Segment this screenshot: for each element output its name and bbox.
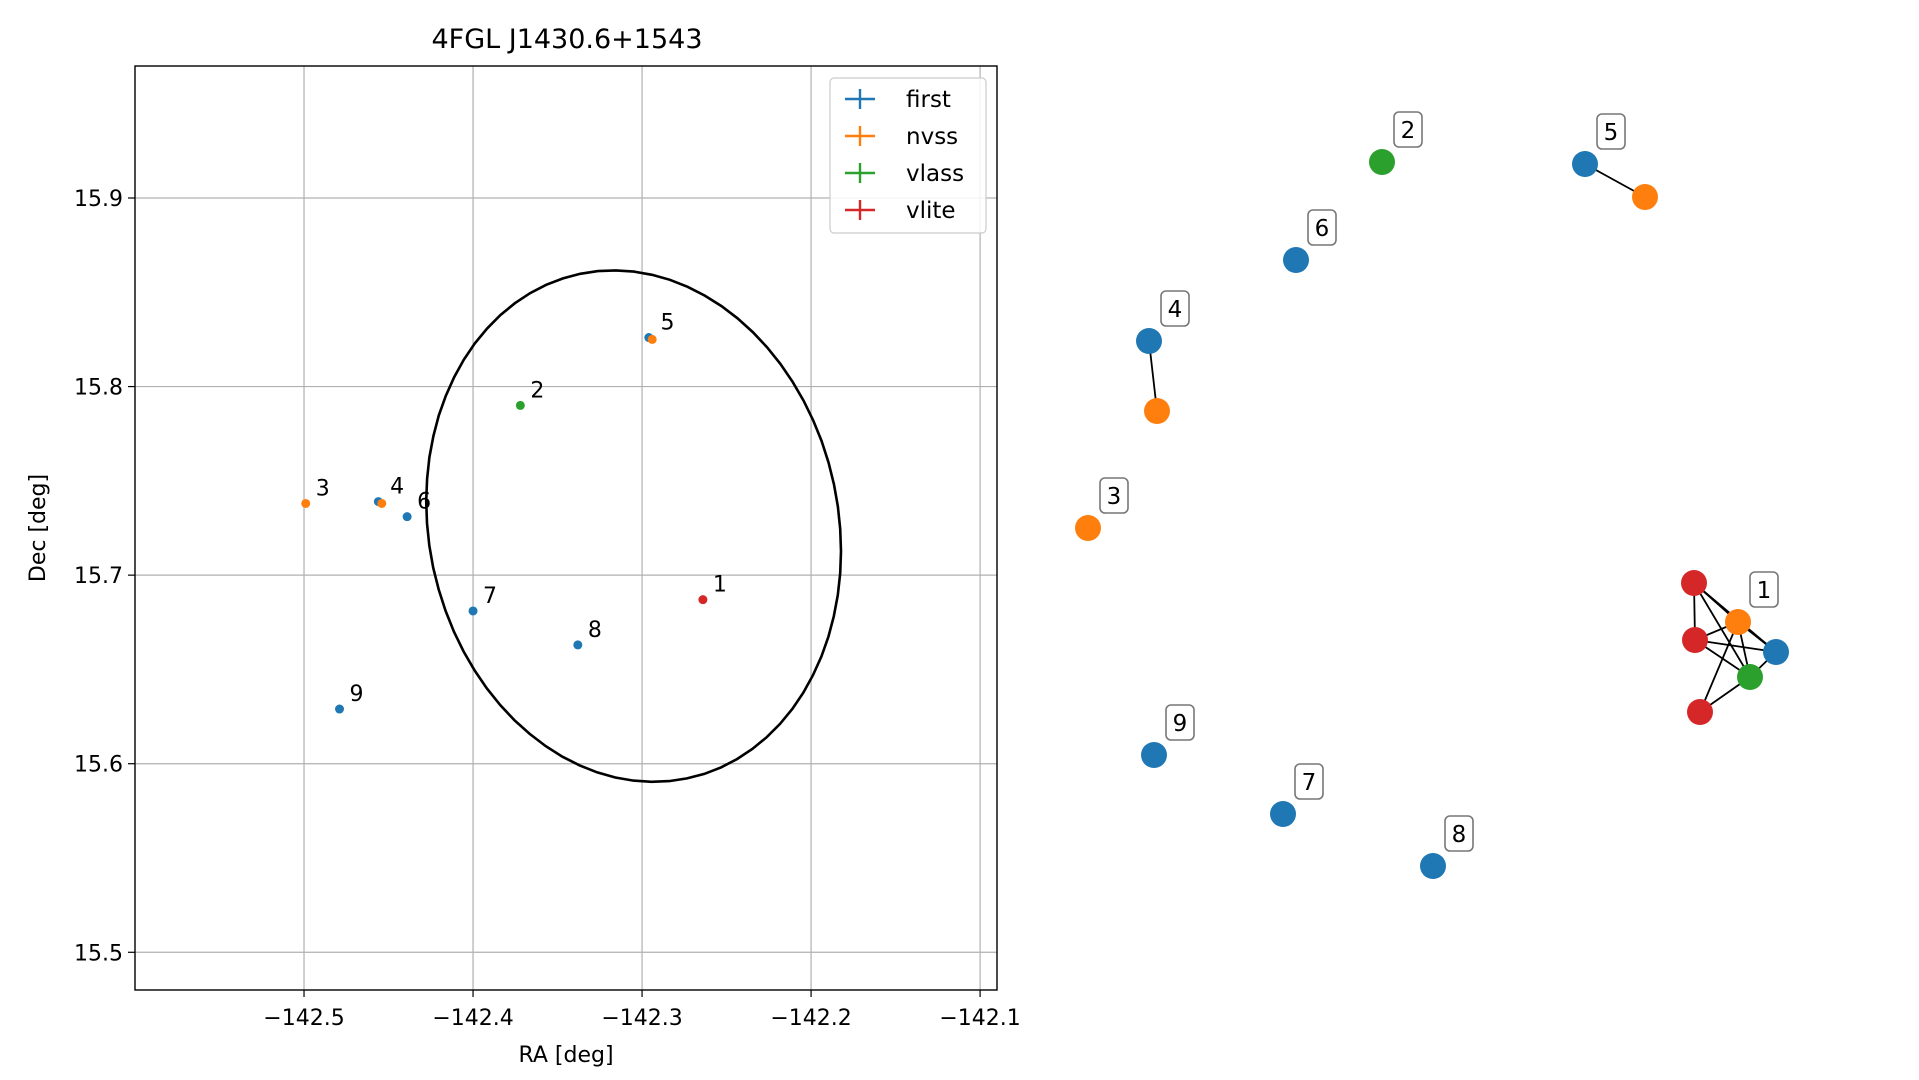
node-label: 2	[1401, 118, 1416, 144]
legend-label: first	[906, 87, 951, 113]
node-label: 6	[1315, 216, 1330, 242]
node-label-box: 6	[1307, 209, 1337, 246]
network-node	[1725, 609, 1751, 635]
network-node	[1632, 184, 1658, 210]
network-node	[1283, 247, 1309, 273]
node-label-frame	[1099, 477, 1129, 514]
network-node-labels: 5 2 6 4 3 1 9 7 8	[1099, 111, 1779, 852]
point-nvss	[377, 498, 387, 508]
point-label: 2	[530, 378, 544, 403]
y-tick-label: 15.7	[74, 564, 123, 589]
network-edge	[1693, 582, 1751, 678]
node-label: 4	[1168, 297, 1183, 323]
network-edge	[1694, 639, 1777, 653]
legend-label: vlite	[906, 198, 956, 224]
node-label-box: 1	[1749, 571, 1779, 608]
network-node	[1136, 328, 1162, 354]
node-label-frame	[1444, 815, 1474, 852]
point-nvss	[647, 334, 657, 344]
network-node	[1420, 853, 1446, 879]
node-label-box: 4	[1160, 290, 1190, 327]
point-label: 4	[390, 475, 404, 500]
point-vlite	[698, 595, 708, 605]
y-tick-label: 15.8	[74, 376, 123, 401]
point-vlass	[515, 400, 525, 410]
plot-frame	[134, 65, 998, 991]
network-node	[1687, 699, 1713, 725]
network-node	[1737, 664, 1763, 690]
point-label: 9	[350, 682, 364, 707]
x-tick-label: −142.5	[263, 1006, 344, 1031]
network-edges	[1148, 163, 1777, 713]
node-label: 9	[1173, 711, 1188, 737]
y-axis-label: Dec [deg]	[26, 474, 51, 582]
chart-title: 4FGL J1430.6+1543	[431, 24, 702, 55]
network-node	[1075, 515, 1101, 541]
point-labels: 1 2 3 4 5 6 7 8 9	[316, 311, 727, 707]
y-tick-label: 15.5	[74, 941, 123, 966]
network-node	[1141, 742, 1167, 768]
point-label: 3	[316, 476, 330, 501]
y-tick-label: 15.6	[74, 753, 123, 778]
point-first	[468, 606, 478, 616]
x-tick-label: −142.4	[432, 1006, 513, 1031]
data-points	[301, 333, 708, 714]
network-node	[1681, 570, 1707, 596]
node-label-frame	[1294, 763, 1324, 800]
point-label: 5	[661, 311, 675, 336]
node-label-box: 9	[1165, 704, 1195, 741]
x-axis-label: RA [deg]	[518, 1043, 613, 1068]
y-axis-ticks: 15.5 15.6 15.7 15.8 15.9	[74, 187, 135, 966]
node-label-box: 8	[1444, 815, 1474, 852]
point-first	[402, 512, 412, 522]
network-node	[1270, 801, 1296, 827]
node-label: 3	[1107, 484, 1122, 510]
x-axis-ticks: −142.5 −142.4 −142.3 −142.2 −142.1	[263, 990, 1021, 1031]
point-nvss	[301, 498, 311, 508]
legend-label: vlass	[906, 161, 964, 187]
node-label-box: 2	[1393, 111, 1423, 148]
point-first	[335, 704, 345, 714]
node-label-frame	[1749, 571, 1779, 608]
node-label: 5	[1604, 120, 1619, 146]
x-tick-label: −142.3	[601, 1006, 682, 1031]
node-label: 7	[1302, 770, 1317, 796]
network-node	[1572, 151, 1598, 177]
network-node	[1369, 149, 1395, 175]
node-label-box: 3	[1099, 477, 1129, 514]
x-tick-label: −142.2	[770, 1006, 851, 1031]
point-label: 7	[483, 584, 497, 609]
node-label-frame	[1393, 111, 1423, 148]
node-label-frame	[1160, 290, 1190, 327]
node-label-frame	[1307, 209, 1337, 246]
network-node	[1682, 627, 1708, 653]
node-label-box: 7	[1294, 763, 1324, 800]
network-nodes	[1075, 149, 1789, 879]
error-ellipse	[424, 269, 843, 784]
network-node	[1144, 398, 1170, 424]
node-label-frame	[1596, 113, 1626, 150]
legend-label: nvss	[906, 124, 958, 150]
y-tick-label: 15.9	[74, 187, 123, 212]
node-label: 1	[1757, 578, 1772, 604]
point-label: 1	[713, 573, 727, 598]
ellipse-path	[424, 269, 843, 784]
network-node	[1763, 639, 1789, 665]
legend: first nvss vlass vlite	[829, 77, 987, 234]
node-label-frame	[1165, 704, 1195, 741]
node-label: 8	[1452, 822, 1467, 848]
point-first	[573, 640, 583, 650]
legend-box	[829, 77, 987, 234]
point-label: 6	[417, 490, 431, 515]
x-tick-label: −142.1	[939, 1006, 1020, 1031]
node-label-box: 5	[1596, 113, 1626, 150]
point-label: 8	[588, 618, 602, 643]
network-edge	[1699, 621, 1739, 713]
